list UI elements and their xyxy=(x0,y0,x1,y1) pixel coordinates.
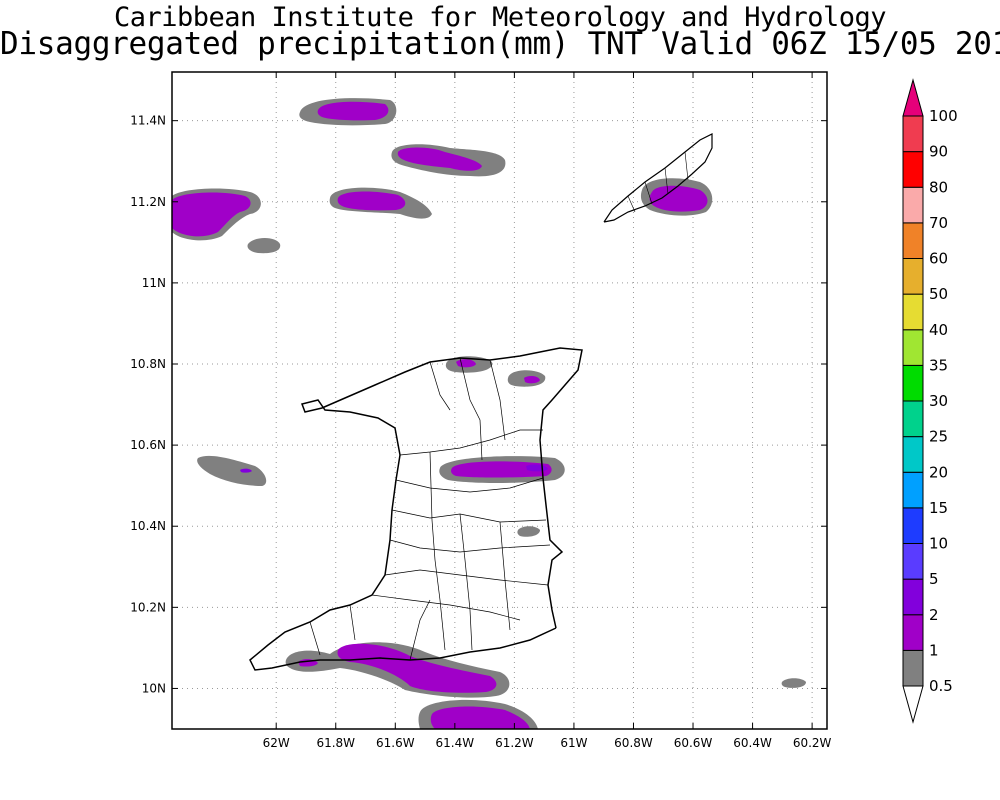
y-tick-label: 10.6N xyxy=(130,438,166,452)
colorbar-label: 50 xyxy=(929,285,948,303)
y-tick-label: 10.4N xyxy=(130,519,166,533)
map-frame xyxy=(171,71,828,730)
y-tick-label: 10.2N xyxy=(130,600,166,614)
x-tick-label: 60.6W xyxy=(674,736,713,750)
x-tick-label: 60.4W xyxy=(733,736,772,750)
x-tick-label: 60.2W xyxy=(793,736,832,750)
colorbar-label: 2 xyxy=(929,606,939,624)
coastlines xyxy=(249,133,713,671)
precip-area xyxy=(240,468,252,473)
colorbar-label: 100 xyxy=(929,107,958,125)
colorbar-swatch xyxy=(902,293,924,331)
y-axis-ticks: 10N 10.2N 10.4N 10.6N 10.8N 11N 11.2N 11.4N xyxy=(130,114,827,695)
colorbar-label: 60 xyxy=(929,250,948,268)
x-tick-label: 61.6W xyxy=(376,736,415,750)
colorbar-swatch xyxy=(902,543,924,580)
colorbar-swatch xyxy=(902,151,924,188)
precip-area xyxy=(337,643,497,693)
colorbar-swatch xyxy=(902,649,924,687)
x-tick-label: 61.8W xyxy=(316,736,355,750)
colorbar-label: 20 xyxy=(929,463,948,481)
colorbar-label: 25 xyxy=(929,428,948,446)
x-tick-label: 60.8W xyxy=(614,736,653,750)
colorbar-swatch xyxy=(902,436,924,473)
precip-level-2mm xyxy=(172,101,708,729)
precip-area xyxy=(430,706,530,729)
y-tick-label: 10N xyxy=(142,681,166,695)
y-tick-label: 10.8N xyxy=(130,357,166,371)
colorbar-label: 15 xyxy=(929,499,948,517)
colorbar-swatch xyxy=(902,329,924,366)
precip-area xyxy=(397,147,482,171)
colorbar-label: 10 xyxy=(929,535,948,553)
precip-area xyxy=(337,191,406,211)
x-tick-label: 61.2W xyxy=(495,736,534,750)
colorbar-swatch xyxy=(902,614,924,651)
colorbar-bottom-arrow xyxy=(902,685,924,724)
x-axis-ticks: 62W 61.8W 61.6W 61.4W 61.2W 61W 60.8W 60.6W 60.4… xyxy=(263,72,832,750)
tobago-coastline xyxy=(603,133,713,223)
colorbar-swatch xyxy=(902,258,924,295)
map-gridlines xyxy=(172,72,827,729)
colorbar-swatch xyxy=(902,115,924,153)
colorbar-swatch xyxy=(902,471,924,509)
precip-fields xyxy=(172,98,806,729)
colorbar-label: 35 xyxy=(929,356,948,374)
y-tick-label: 11.4N xyxy=(130,114,166,128)
county-boundaries xyxy=(309,357,551,661)
precip-area xyxy=(781,678,806,688)
colorbar-label: 1 xyxy=(929,641,939,659)
colorbar-swatch xyxy=(902,186,924,224)
colorbar-swatch xyxy=(902,507,924,544)
chart-title-line1: Caribbean Institute for Meteorology and … xyxy=(113,2,887,33)
colorbar-label: 0.5 xyxy=(929,677,953,695)
colorbar-label: 70 xyxy=(929,214,948,232)
precip-area xyxy=(451,461,552,478)
colorbar-swatch xyxy=(902,400,924,438)
colorbar-label: 5 xyxy=(929,570,939,588)
colorbar-label: 80 xyxy=(929,178,948,196)
x-tick-label: 62W xyxy=(263,736,290,750)
chart-title-line2: Disaggregated precipitation(mm) TNT Vali… xyxy=(0,26,1000,62)
colorbar-label: 90 xyxy=(929,143,948,161)
precip-area xyxy=(649,185,708,212)
colorbar-label: 30 xyxy=(929,392,948,410)
x-tick-label: 61W xyxy=(560,736,587,750)
precip-area xyxy=(172,192,251,237)
colorbar-swatch xyxy=(902,222,924,259)
colorbar-top-arrow xyxy=(902,78,924,117)
precip-area xyxy=(317,101,389,121)
x-tick-label: 61.4W xyxy=(436,736,475,750)
map-background xyxy=(172,72,827,729)
precip-area xyxy=(197,455,267,486)
trinidad-coastline xyxy=(249,347,583,671)
precip-area xyxy=(247,238,281,254)
y-tick-label: 11.2N xyxy=(130,195,166,209)
tobago-boundaries xyxy=(627,151,689,213)
colorbar-label: 40 xyxy=(929,321,948,339)
precip-area xyxy=(517,526,540,537)
colorbar-swatch xyxy=(902,578,924,616)
y-tick-label: 11N xyxy=(142,276,166,290)
colorbar-swatch xyxy=(902,364,924,402)
precip-area xyxy=(524,375,540,384)
